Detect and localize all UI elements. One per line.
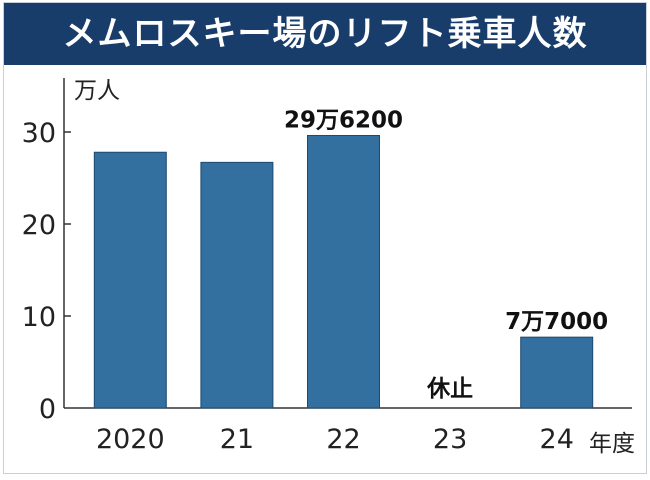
data-labels: 29万6200 休止 7万7000 — [284, 107, 608, 402]
y-axis: 0 10 20 30 — [22, 78, 632, 425]
x-tick-label: 22 — [326, 424, 360, 455]
x-tick-label: 21 — [220, 424, 254, 455]
chart-frame: メムロスキー場のリフト乗車人数 0 10 20 30 2020 21 22 23 24 29万… — [3, 2, 647, 474]
x-axis-unit-label: 年度 — [589, 431, 635, 457]
data-label: 休止 — [426, 376, 473, 402]
y-tick-label: 30 — [22, 118, 56, 149]
x-tick-label: 23 — [433, 424, 467, 455]
data-label: 29万6200 — [284, 107, 403, 133]
data-label: 7万7000 — [505, 309, 608, 335]
bars — [93, 134, 594, 409]
y-axis-unit-label: 万人 — [74, 78, 120, 104]
bar-2020 — [93, 151, 167, 409]
x-axis-labels: 2020 21 22 23 24 — [96, 424, 574, 455]
y-tick-label: 20 — [22, 210, 56, 241]
bar-21 — [200, 161, 274, 409]
chart-title: メムロスキー場のリフト乗車人数 — [4, 3, 646, 65]
y-tick-label: 0 — [39, 394, 56, 425]
bar-22 — [307, 134, 380, 409]
x-tick-label: 24 — [540, 424, 574, 455]
y-tick-label: 10 — [22, 302, 56, 333]
x-tick-label: 2020 — [96, 424, 165, 455]
bar-24 — [520, 336, 594, 409]
